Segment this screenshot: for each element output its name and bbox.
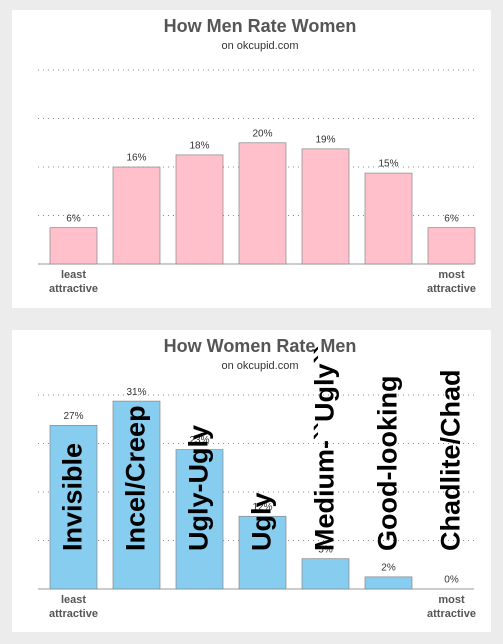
value-label: 2% <box>381 563 396 574</box>
bar <box>364 576 413 590</box>
bar <box>301 148 350 265</box>
annotation: Ugly-Ugly <box>184 425 214 551</box>
chart-subtitle: on okcupid.com <box>221 40 298 52</box>
value-label: 27% <box>63 411 83 422</box>
value-label: 19% <box>315 134 335 145</box>
value-label: 6% <box>444 213 459 224</box>
bar <box>175 449 224 590</box>
value-label: 16% <box>126 153 146 164</box>
chart-title: How Women Rate Men <box>164 336 357 356</box>
chart-title: How Men Rate Women <box>164 16 357 36</box>
bar <box>238 515 287 590</box>
bar <box>112 400 161 590</box>
x-tick-label: least attractive <box>49 269 98 295</box>
value-label: 20% <box>252 128 272 139</box>
bar <box>427 227 476 265</box>
annotation: Invisible <box>58 443 88 551</box>
annotation: Good-looking <box>373 376 403 551</box>
x-tick-label: most attractive <box>427 594 476 620</box>
bar <box>112 166 161 265</box>
annotation: Ugly <box>247 492 277 551</box>
value-label: 0% <box>444 575 459 586</box>
annotation: Chadlite/Chad <box>436 369 466 551</box>
x-tick-label: most attractive <box>427 269 476 295</box>
value-label: 12% <box>252 502 272 513</box>
value-label: 6% <box>66 213 81 224</box>
value-label: 18% <box>189 141 209 152</box>
bar <box>364 172 413 265</box>
bar <box>175 154 224 265</box>
annotation: Incel/Creep <box>121 405 151 551</box>
value-label: 23% <box>189 435 209 446</box>
bar <box>49 227 98 265</box>
value-label: 15% <box>378 159 398 170</box>
chart-subtitle: on okcupid.com <box>221 360 298 372</box>
bar <box>49 425 98 590</box>
value-label: 31% <box>126 387 146 398</box>
value-label: 5% <box>318 544 333 555</box>
annotation: Medium-``Ugly`` <box>310 346 340 551</box>
x-tick-label: least attractive <box>49 594 98 620</box>
bar <box>238 142 287 265</box>
bar <box>301 558 350 590</box>
